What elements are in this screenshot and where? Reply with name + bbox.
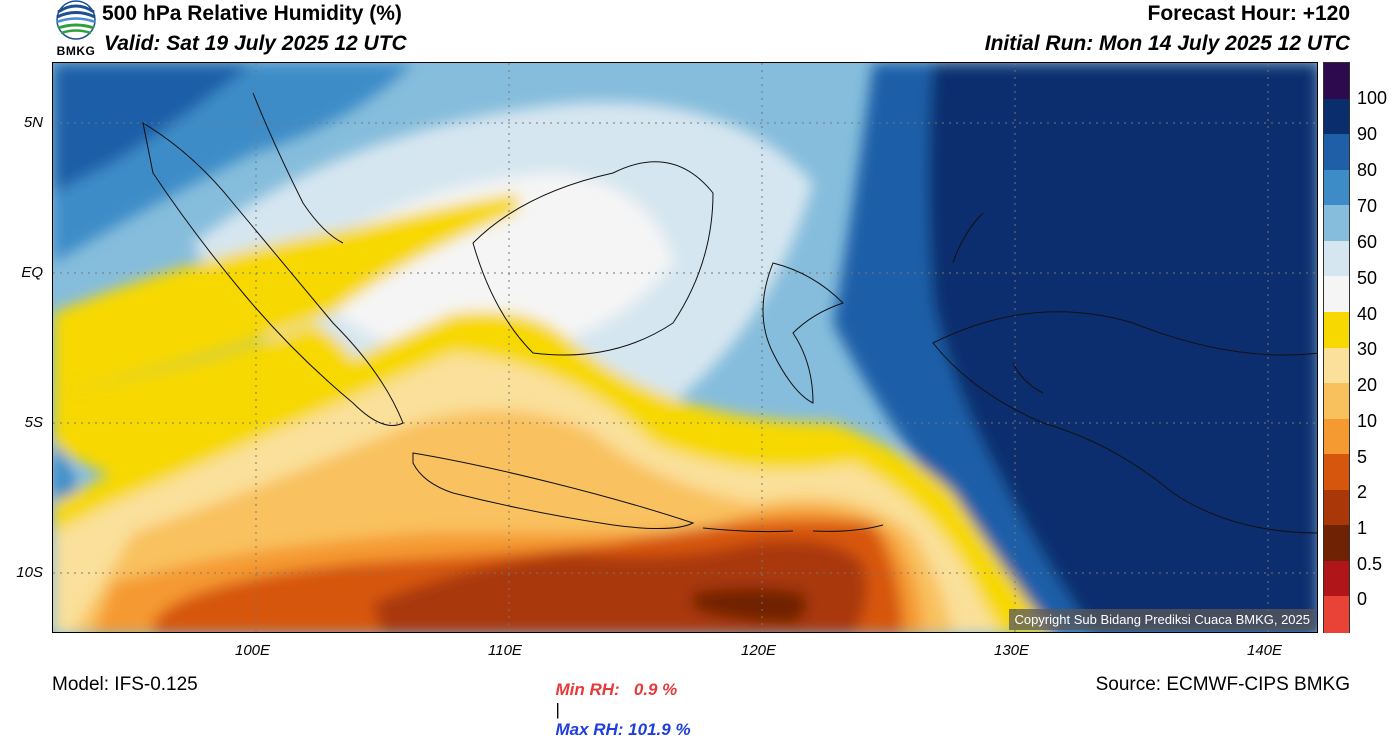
colorbar-label-20: 20 <box>1357 375 1378 395</box>
colorbar-segment <box>1324 205 1349 242</box>
colorbar-segment <box>1324 418 1349 455</box>
colorbar-label-30: 30 <box>1357 339 1378 359</box>
grid-lines <box>53 63 1317 632</box>
colorbar-segment <box>1324 134 1349 171</box>
lat-tick-eq: EQ <box>21 264 43 281</box>
colorbar-segment <box>1324 311 1349 348</box>
lon-tick-120e: 120E <box>741 642 777 659</box>
colorbar-segment <box>1324 240 1349 277</box>
lon-tick-100e: 100E <box>235 642 271 659</box>
logo-text: BMKG <box>56 44 96 58</box>
lon-tick-110e: 110E <box>488 642 522 659</box>
colorbar-segment <box>1324 63 1349 100</box>
coastlines <box>142 92 1317 534</box>
model-label: Model: IFS-0.125 <box>52 674 198 695</box>
colorbar-segment <box>1324 98 1349 135</box>
bmkg-logo-icon <box>56 0 96 40</box>
colorbar-label-0: 0 <box>1357 589 1368 609</box>
forecast-hour: Forecast Hour: +120 <box>1147 2 1351 25</box>
lat-tick-10s: 10S <box>16 564 43 581</box>
bmkg-logo: BMKG <box>52 0 100 60</box>
colorbar-segment <box>1324 169 1349 206</box>
chart-title: 500 hPa Relative Humidity (%) <box>102 2 402 25</box>
stats-separator: | <box>555 700 560 719</box>
colorbar-label-80: 80 <box>1357 160 1378 180</box>
colorbar-label-1: 1 <box>1357 518 1368 538</box>
initial-run: Initial Run: Mon 14 July 2025 12 UTC <box>984 32 1350 55</box>
humidity-map: Copyright Sub Bidang Prediksi Cuaca BMKG… <box>52 62 1318 633</box>
colorbar-label-60: 60 <box>1357 232 1378 252</box>
colorbar-segment <box>1324 347 1349 384</box>
colorbar-label-70: 70 <box>1357 196 1378 216</box>
lat-tick-5n: 5N <box>23 114 43 131</box>
colorbar-segment <box>1324 276 1349 313</box>
colorbar <box>1323 62 1350 633</box>
max-rh: Max RH: 101.9 % <box>555 720 691 739</box>
colorbar-segment <box>1324 383 1349 420</box>
colorbar-segment <box>1324 560 1349 597</box>
lat-tick-5s: 5S <box>24 414 43 431</box>
min-rh: Min RH: 0.9 % <box>555 680 678 699</box>
valid-time: Valid: Sat 19 July 2025 12 UTC <box>104 32 407 55</box>
colorbar-label-2: 2 <box>1357 482 1368 502</box>
colorbar-segment <box>1324 596 1349 633</box>
humidity-field <box>53 63 1317 632</box>
colorbar-label-40: 40 <box>1357 304 1378 324</box>
colorbar-segment <box>1324 525 1349 562</box>
copyright-label: Copyright Sub Bidang Prediksi Cuaca BMKG… <box>1009 609 1315 630</box>
rh-stats: Min RH: 0.9 % | Max RH: 101.9 % <box>546 660 691 740</box>
lon-tick-130e: 130E <box>994 642 1030 659</box>
colorbar-label-90: 90 <box>1357 124 1378 144</box>
source-label: Source: ECMWF-CIPS BMKG <box>1095 674 1350 695</box>
colorbar-segment <box>1324 454 1349 491</box>
colorbar-label-10: 10 <box>1357 411 1378 431</box>
colorbar-label-100: 100 <box>1357 88 1388 108</box>
colorbar-label-0-5: 0.5 <box>1357 554 1383 574</box>
colorbar-segment <box>1324 489 1349 526</box>
colorbar-label-5: 5 <box>1357 447 1368 467</box>
lon-tick-140e: 140E <box>1247 642 1283 659</box>
colorbar-label-50: 50 <box>1357 268 1378 288</box>
